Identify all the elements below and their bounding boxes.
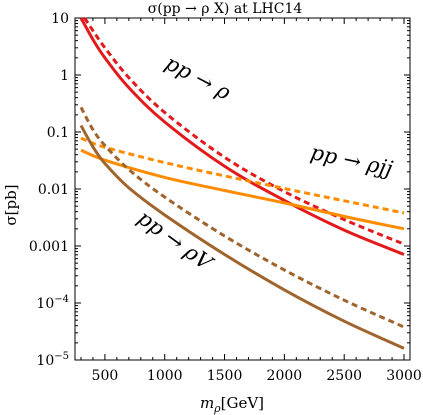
y-tick-label: 1 (60, 68, 69, 84)
y-tick-label: 10−5 (36, 351, 69, 369)
x-tick-label: 500 (92, 368, 119, 384)
x-tick-label: 3000 (386, 368, 422, 384)
series-line-2 (83, 17, 405, 246)
series-line-5 (79, 124, 405, 350)
series-line-1 (79, 17, 405, 256)
y-tick-label: 0.001 (29, 239, 69, 255)
x-tick-label: 1000 (147, 368, 183, 384)
x-axis-label: mρ[GeV] (200, 394, 264, 415)
x-tick-label: 2000 (267, 368, 303, 384)
x-tick-label: 2500 (326, 368, 362, 384)
x-tick-label: 1500 (207, 368, 243, 384)
series-lines (79, 17, 405, 350)
y-tick-label: 10−4 (36, 294, 69, 312)
plot-frame (74, 17, 411, 361)
series-line-6 (79, 106, 405, 329)
y-axis-label: σ[pb] (2, 184, 20, 225)
plot-border (74, 17, 411, 361)
curve-annotation-1: pp → ρ (161, 51, 235, 105)
y-tick-label: 0.1 (47, 125, 69, 141)
y-tick-label: 0.01 (38, 182, 69, 198)
axis-ticks: 500 1000 1500 2000 2500 3000 10 1 0.1 0.01 0.001 10… (29, 11, 422, 384)
series-line-3 (80, 148, 405, 231)
curve-annotation-2: pp → ρjj (308, 140, 395, 181)
series-line-4 (80, 136, 405, 215)
chart-title: σ(pp → ρ X) at LHC14 (148, 1, 303, 17)
y-tick-label: 10 (51, 11, 69, 27)
